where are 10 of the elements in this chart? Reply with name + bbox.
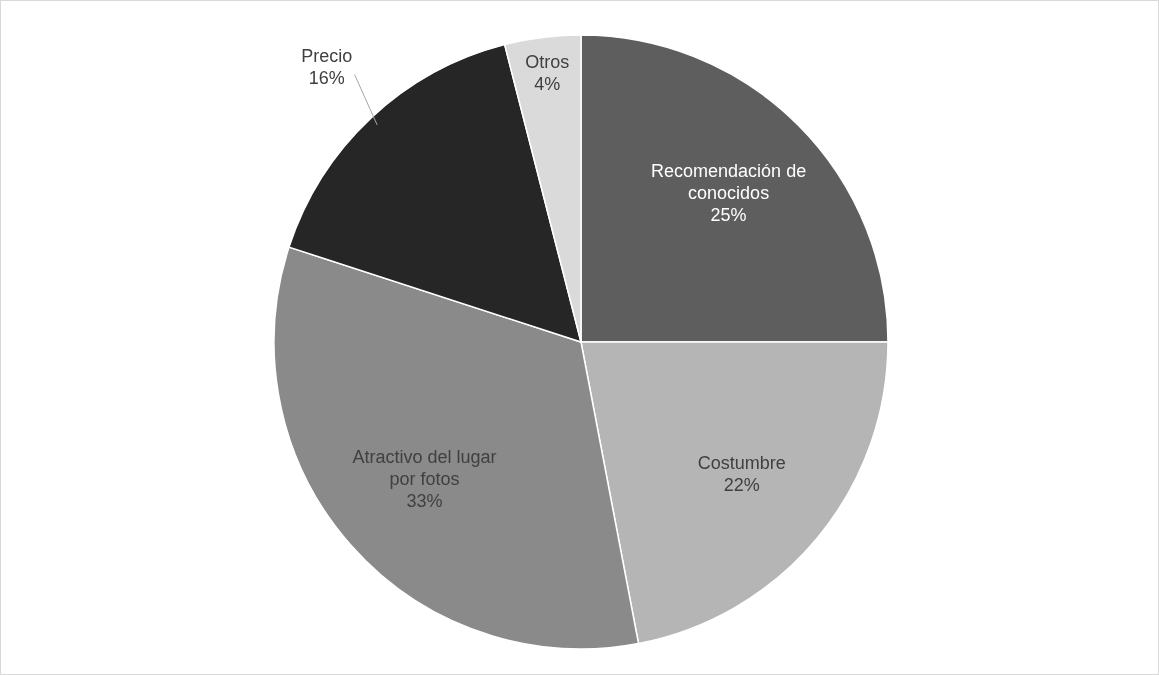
slice-label: Atractivo del lugar por fotos <box>352 446 497 489</box>
data-label: 16% <box>308 68 345 89</box>
data-label: 25% <box>710 205 747 226</box>
slice-label: Precio <box>301 46 353 67</box>
data-label: 4% <box>534 73 561 94</box>
slice-label: Costumbre <box>697 452 786 473</box>
slice-label: Otros <box>525 51 570 72</box>
data-label: 22% <box>723 474 760 495</box>
data-label: 33% <box>406 490 443 511</box>
slice-label: Recomendación de conocidos <box>651 161 807 204</box>
